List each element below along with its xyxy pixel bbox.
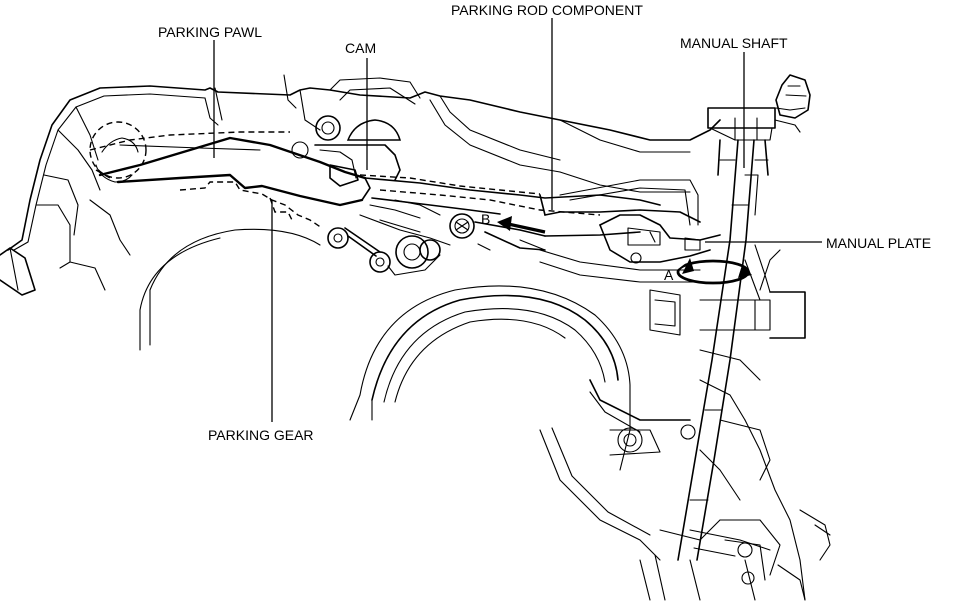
marker-a: A — [664, 267, 674, 283]
label-manual-plate: MANUAL PLATE — [826, 235, 931, 251]
label-manual-shaft: MANUAL SHAFT — [680, 35, 788, 51]
manual-plate — [599, 214, 721, 264]
parking-rod — [327, 174, 701, 276]
label-parking-rod-component: PARKING ROD COMPONENT — [451, 2, 643, 18]
parking-pawl — [89, 121, 371, 207]
motion-arrow-b — [497, 216, 546, 234]
manual-shaft — [677, 74, 811, 585]
cam — [291, 115, 401, 187]
marker-b: B — [481, 211, 490, 227]
label-cam: CAM — [345, 40, 376, 56]
parking-gear-teeth — [179, 181, 323, 229]
transmission-case — [0, 74, 831, 601]
leader-lines — [213, 18, 822, 422]
rotation-arrow-a — [674, 258, 752, 285]
label-parking-gear: PARKING GEAR — [208, 427, 314, 443]
label-parking-pawl: PARKING PAWL — [158, 24, 262, 40]
